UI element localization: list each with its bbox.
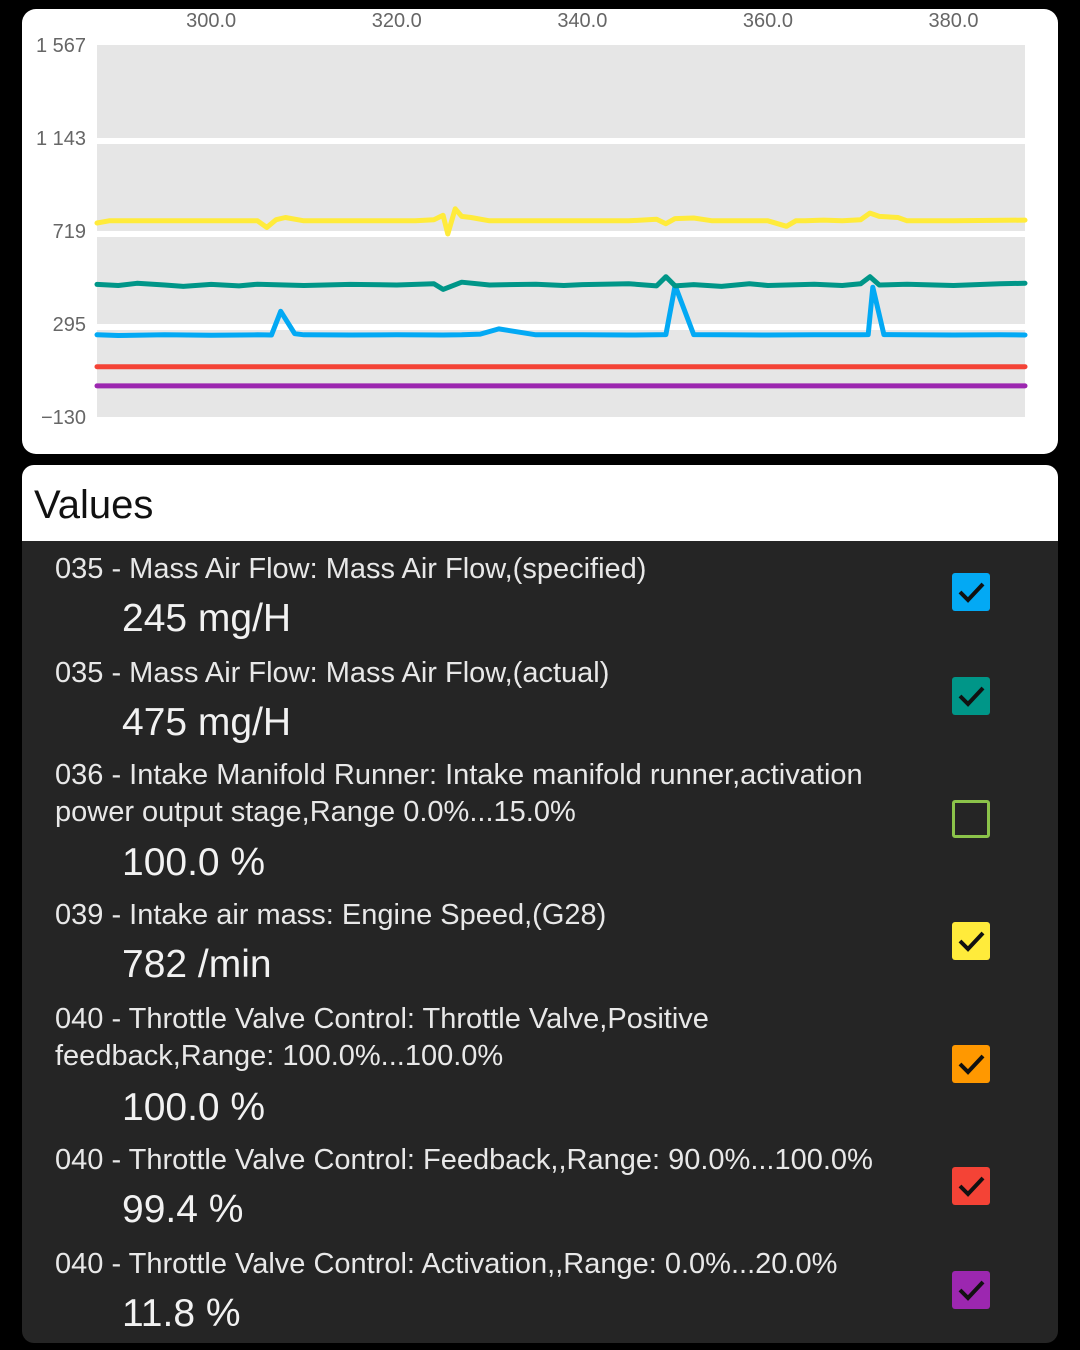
y-tick-label: 295 xyxy=(53,314,86,336)
chart-card[interactable]: 1 567 1 143 719 295 −130 300.0 320.0 340.0 360.0… xyxy=(22,9,1058,454)
value-row-reading: 100.0 % xyxy=(122,1086,266,1129)
value-row-reading: 245 mg/H xyxy=(122,597,292,640)
value-row[interactable]: 036 - Intake Manifold Runner: Intake man… xyxy=(22,749,1058,890)
value-row-label: 036 - Intake Manifold Runner: Intake man… xyxy=(55,759,863,828)
series-line xyxy=(94,274,1028,292)
series-line xyxy=(94,283,1028,338)
y-tick-label: −130 xyxy=(41,407,86,429)
value-row-reading: 11.8 % xyxy=(122,1292,241,1335)
x-tick-label: 380.0 xyxy=(929,10,979,32)
value-row-label: 035 - Mass Air Flow: Mass Air Flow,(actu… xyxy=(55,657,610,689)
series-checkbox[interactable] xyxy=(952,1045,990,1083)
checkmark-icon xyxy=(958,931,985,952)
series-line xyxy=(94,206,1028,237)
x-tick-label: 340.0 xyxy=(557,10,607,32)
value-row-reading: 782 /min xyxy=(122,943,272,986)
x-tick-label: 360.0 xyxy=(743,10,793,32)
checkmark-icon xyxy=(958,686,985,707)
value-row-label: 039 - Intake air mass: Engine Speed,(G28… xyxy=(55,899,607,931)
value-row[interactable]: 040 - Throttle Valve Control: Activation… xyxy=(22,1239,1058,1343)
series-checkbox[interactable] xyxy=(952,573,990,611)
series-checkbox[interactable] xyxy=(952,677,990,715)
value-row[interactable]: 035 - Mass Air Flow: Mass Air Flow,(actu… xyxy=(22,645,1058,749)
checkmark-icon xyxy=(958,1176,985,1197)
value-row[interactable]: 035 - Mass Air Flow: Mass Air Flow,(spec… xyxy=(22,541,1058,645)
value-row-reading: 99.4 % xyxy=(122,1188,244,1231)
x-tick-label: 320.0 xyxy=(372,10,422,32)
values-header: Values xyxy=(22,465,1058,541)
value-row[interactable]: 040 - Throttle Valve Control: Throttle V… xyxy=(22,994,1058,1135)
value-row-reading: 100.0 % xyxy=(122,841,266,884)
value-row-label: 040 - Throttle Valve Control: Activation… xyxy=(55,1248,838,1280)
series-checkbox[interactable] xyxy=(952,922,990,960)
checkmark-icon xyxy=(958,582,985,603)
series-checkbox[interactable] xyxy=(952,1271,990,1309)
checkmark-icon xyxy=(958,1054,985,1075)
value-row-label: 040 - Throttle Valve Control: Throttle V… xyxy=(55,1003,709,1072)
values-title: Values xyxy=(34,483,154,527)
value-row[interactable]: 039 - Intake air mass: Engine Speed,(G28… xyxy=(22,890,1058,994)
value-row[interactable]: 040 - Throttle Valve Control: Feedback,,… xyxy=(22,1135,1058,1239)
series-checkbox[interactable] xyxy=(952,800,990,838)
y-tick-label: 719 xyxy=(53,221,86,243)
value-row-label: 035 - Mass Air Flow: Mass Air Flow,(spec… xyxy=(55,553,647,585)
value-row-label: 040 - Throttle Valve Control: Feedback,,… xyxy=(55,1144,873,1176)
line-chart[interactable]: 1 567 1 143 719 295 −130 300.0 320.0 340.0 360.0… xyxy=(22,9,1058,454)
checkmark-icon xyxy=(958,1280,985,1301)
y-tick-label: 1 143 xyxy=(36,128,86,150)
value-row-reading: 475 mg/H xyxy=(122,701,292,744)
series-checkbox[interactable] xyxy=(952,1167,990,1205)
values-panel: Values 035 - Mass Air Flow: Mass Air Flo… xyxy=(22,465,1058,1343)
x-tick-label: 300.0 xyxy=(186,10,236,32)
y-tick-label: 1 567 xyxy=(36,35,86,57)
